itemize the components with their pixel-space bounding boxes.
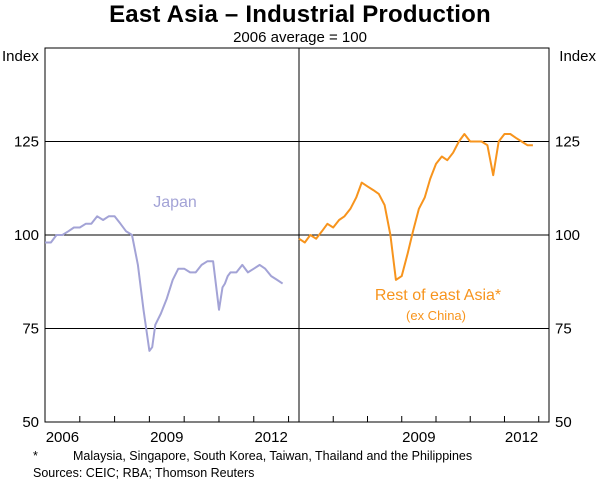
sources: Sources: CEIC; RBA; Thomson Reuters [33,466,255,480]
left-axis-label: Index [2,48,39,65]
chart-title: East Asia – Industrial Production [109,1,491,28]
chart-axes [44,47,550,423]
y-tick-label-right: 50 [555,414,572,431]
x-tick-label: 2006 [46,429,79,446]
y-tick-label-left: 50 [22,414,39,431]
series-line-japan [45,215,284,352]
x-tick-label: 2009 [150,429,183,446]
series-label-japan: Japan [153,194,197,211]
series-labels: Japan Rest of east Asia* (ex China) [153,194,501,323]
y-tick-label-right: 125 [555,134,580,151]
y-tick-label-right: 100 [555,227,580,244]
y-tick-label-right: 75 [555,321,572,338]
x-tick-label: 2009 [402,429,435,446]
series-line-rest-of-east-asia [298,133,533,281]
footnote: Malaysia, Singapore, South Korea, Taiwan… [73,449,473,463]
x-tick-label: 2012 [254,429,287,446]
y-tick-label-left: 100 [14,227,39,244]
tick-labels: 50 50 75 75 100 100 125 125 2006 2009 2012 2009 2012 [14,134,580,447]
y-tick-label-left: 75 [22,321,39,338]
chart-subtitle: 2006 average = 100 [233,29,367,46]
right-axis-label: Index [559,48,596,65]
y-tick-label-left: 125 [14,134,39,151]
x-tick-label: 2012 [505,429,538,446]
series-lines [45,133,533,352]
series-label-rest-of-east-asia: Rest of east Asia* [375,287,501,304]
footnote-marker: * [33,449,38,463]
series-sublabel-ex-china: (ex China) [406,308,466,323]
